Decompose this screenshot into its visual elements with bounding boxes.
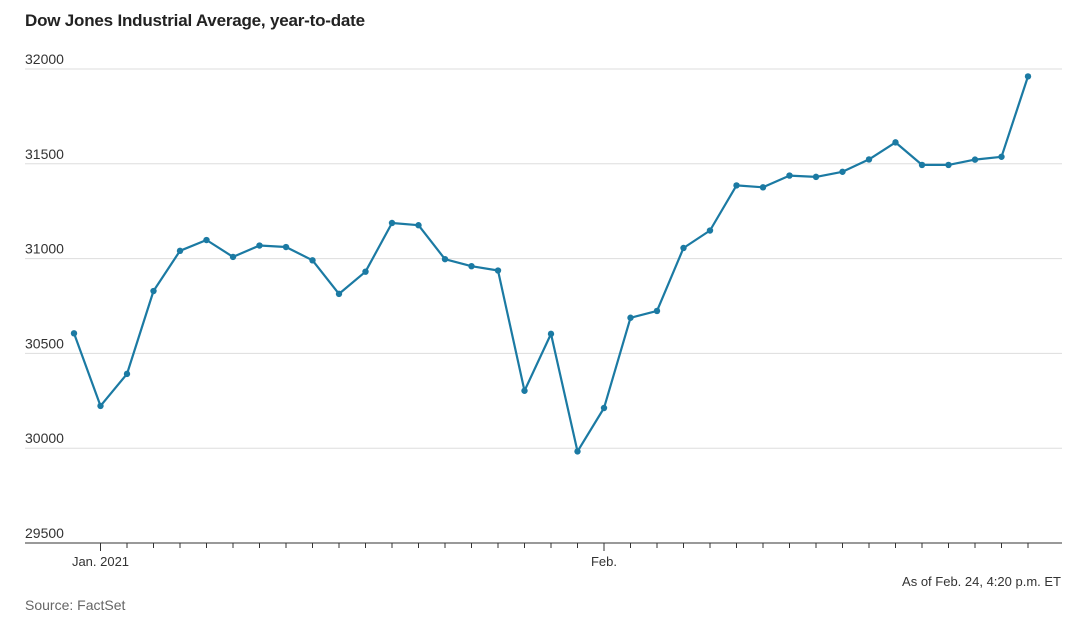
y-tick-label: 31000 xyxy=(25,241,64,257)
data-point xyxy=(653,307,661,315)
data-point xyxy=(203,236,210,244)
data-point xyxy=(388,219,396,227)
data-point xyxy=(97,402,104,410)
data-point xyxy=(309,257,316,264)
data-point xyxy=(229,253,237,261)
data-point xyxy=(1024,73,1032,80)
data-point xyxy=(600,404,608,412)
data-point xyxy=(547,330,555,338)
data-point xyxy=(680,244,687,252)
x-axis: Jan. 2021 Feb. xyxy=(25,542,1062,569)
data-point xyxy=(521,387,528,394)
data-point xyxy=(918,161,926,169)
data-point xyxy=(362,268,369,275)
data-point xyxy=(865,156,873,163)
data-point xyxy=(468,262,475,270)
y-tick-label: 32000 xyxy=(25,51,64,67)
as-of-note: As of Feb. 24, 4:20 p.m. ET xyxy=(902,574,1061,589)
data-point xyxy=(150,287,157,295)
data-point xyxy=(494,267,502,274)
data-point xyxy=(733,182,740,189)
x-tick-label: Jan. 2021 xyxy=(72,554,129,569)
data-point xyxy=(971,156,979,163)
y-axis-labels: 29500 30000 30500 31000 31500 32000 xyxy=(25,51,64,541)
series xyxy=(70,73,1032,455)
data-point xyxy=(282,243,290,251)
y-tick-label: 31500 xyxy=(25,146,64,162)
data-point xyxy=(123,370,131,378)
y-tick-label: 30000 xyxy=(25,430,64,446)
data-point xyxy=(759,184,767,191)
source-note: Source: FactSet xyxy=(25,597,126,613)
data-point xyxy=(574,448,581,455)
data-point xyxy=(176,247,184,255)
data-point xyxy=(839,168,846,175)
data-point xyxy=(627,314,634,321)
data-point xyxy=(892,139,899,146)
data-point xyxy=(945,161,952,169)
series-line xyxy=(72,76,1030,453)
data-point xyxy=(441,255,449,263)
y-tick-label: 30500 xyxy=(25,335,64,351)
chart-title: Dow Jones Industrial Average, year-to-da… xyxy=(25,11,365,30)
data-point xyxy=(70,330,78,337)
data-point xyxy=(415,222,422,229)
data-point xyxy=(706,227,714,234)
data-point xyxy=(256,242,263,249)
data-point xyxy=(998,153,1005,160)
data-point xyxy=(335,290,343,298)
x-tick-label: Feb. xyxy=(591,554,617,569)
data-point xyxy=(786,172,793,179)
y-tick-label: 29500 xyxy=(25,525,64,541)
data-point xyxy=(812,173,820,181)
gridlines xyxy=(25,68,1062,449)
